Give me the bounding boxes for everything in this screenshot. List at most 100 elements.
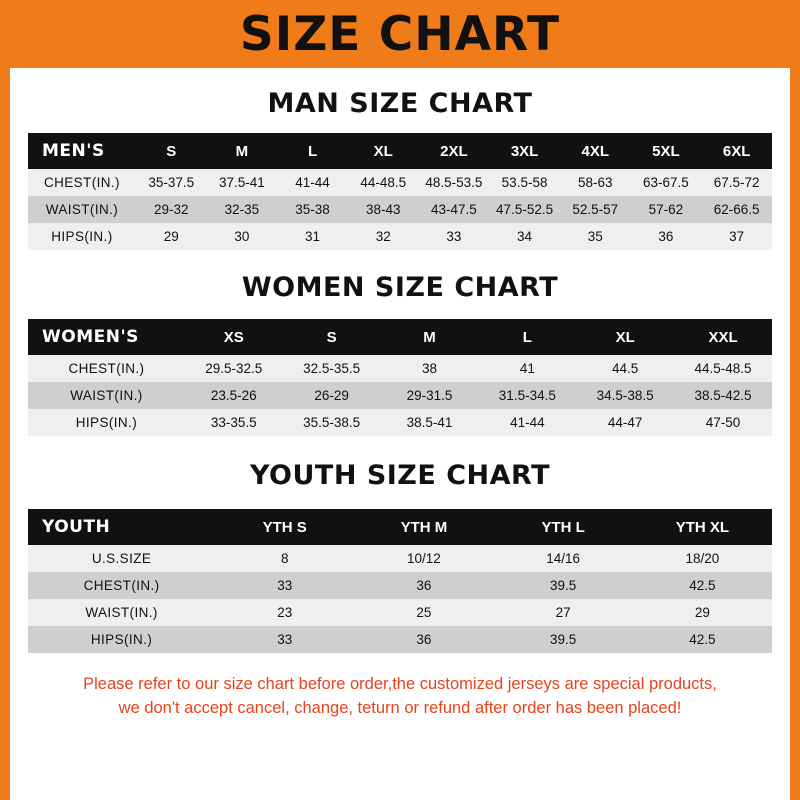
table-row: WAIST(IN.) 29-32 32-35 35-38 38-43 43-47… [28, 196, 772, 223]
cell: 58-63 [577, 175, 613, 190]
cell: 34 [517, 229, 533, 244]
table-header-row: YOUTH YTH S YTH M YTH L YTH XL [28, 509, 772, 545]
row-label: HIPS(IN.) [51, 229, 113, 244]
cell: 44.5 [612, 361, 639, 376]
cell: 36 [416, 632, 432, 647]
content-area: MAN SIZE CHART MEN'S S M L XL 2XL 3XL 4X… [10, 88, 790, 721]
row-label: CHEST(IN.) [83, 578, 160, 593]
cell: 29.5-32.5 [205, 361, 263, 376]
cell: 44.5-48.5 [694, 361, 752, 376]
table-row: CHEST(IN.) 35-37.5 37.5-41 41-44 44-48.5… [28, 169, 772, 196]
cell: 29-32 [153, 202, 189, 217]
table-row: CHEST(IN.) 33 36 39.5 42.5 [28, 572, 772, 599]
table-row: HIPS(IN.) 33-35.5 35.5-38.5 38.5-41 41-4… [28, 409, 772, 436]
cell: 53.5-58 [501, 175, 548, 190]
cell: 35 [587, 229, 603, 244]
disclaimer-line-2: we don't accept cancel, change, teturn o… [118, 698, 682, 717]
column-header: YTH M [400, 518, 448, 536]
column-header: 3XL [510, 142, 539, 160]
column-header: YOUTH [42, 517, 111, 537]
cell: 14/16 [546, 551, 581, 566]
column-header: M [423, 328, 436, 346]
disclaimer-note: Please refer to our size chart before or… [28, 673, 772, 721]
page-title: SIZE CHART [239, 6, 561, 62]
column-header: M [235, 142, 249, 160]
cell: 48.5-53.5 [425, 175, 483, 190]
cell: 26-29 [314, 388, 349, 403]
table-header-row: WOMEN'S XS S M L XL XXL [28, 319, 772, 355]
cell: 38-43 [365, 202, 401, 217]
cell: 38.5-41 [406, 415, 453, 430]
column-header: S [326, 328, 337, 346]
cell: 62-66.5 [713, 202, 760, 217]
column-header: 4XL [581, 142, 609, 160]
cell: 34.5-38.5 [596, 388, 654, 403]
column-header: XXL [708, 328, 738, 346]
cell: 18/20 [685, 551, 720, 566]
cell: 41-44 [295, 175, 330, 190]
cell: 44-48.5 [360, 175, 407, 190]
column-header: MEN'S [42, 141, 105, 161]
cell: 33 [446, 229, 462, 244]
cell: 38.5-42.5 [694, 388, 752, 403]
table-row: HIPS(IN.) 29 30 31 32 33 34 35 36 37 [28, 223, 772, 250]
disclaimer-line-1: Please refer to our size chart before or… [83, 675, 717, 693]
man-size-table: MEN'S S M L XL 2XL 3XL 4XL 5XL 6XL CHEST… [28, 133, 772, 250]
cell: 23 [277, 605, 293, 620]
cell: 44-47 [607, 415, 643, 430]
row-label: CHEST(IN.) [68, 361, 145, 376]
cell: 47.5-52.5 [496, 202, 554, 217]
column-header: XL [615, 328, 635, 346]
column-header: L [522, 328, 532, 346]
cell: 29 [694, 605, 710, 620]
cell: 35.5-38.5 [303, 415, 361, 430]
cell: 67.5-72 [713, 175, 760, 190]
column-header: 2XL [440, 142, 468, 160]
cell: 29-31.5 [406, 388, 453, 403]
cell: 36 [416, 578, 432, 593]
header-banner: SIZE CHART [0, 0, 800, 68]
cell: 41-44 [510, 415, 545, 430]
cell: 38 [421, 361, 437, 376]
cell: 52.5-57 [572, 202, 619, 217]
cell: 42.5 [689, 578, 716, 593]
youth-size-table: YOUTH YTH S YTH M YTH L YTH XL U.S.SIZE … [28, 509, 772, 653]
column-header: WOMEN'S [42, 327, 139, 347]
row-label: WAIST(IN.) [85, 605, 158, 620]
table-header-row: MEN'S S M L XL 2XL 3XL 4XL 5XL 6XL [28, 133, 772, 169]
cell: 57-62 [648, 202, 684, 217]
cell: 23.5-26 [210, 388, 257, 403]
cell: 27 [555, 605, 571, 620]
youth-section-title: YOUTH SIZE CHART [249, 460, 551, 491]
row-label: CHEST(IN.) [43, 175, 120, 190]
column-header: YTH L [541, 518, 585, 536]
cell: 31 [305, 229, 321, 244]
column-header: XL [373, 142, 393, 160]
row-label: U.S.SIZE [91, 551, 152, 566]
cell: 36 [658, 229, 674, 244]
table-row: WAIST(IN.) 23 25 27 29 [28, 599, 772, 626]
column-header: L [307, 142, 318, 160]
cell: 33 [277, 578, 293, 593]
table-row: HIPS(IN.) 33 36 39.5 42.5 [28, 626, 772, 653]
row-label: WAIST(IN.) [70, 388, 143, 403]
cell: 32 [375, 229, 391, 244]
cell: 63-67.5 [643, 175, 689, 190]
column-header: S [166, 142, 177, 160]
column-header: YTH XL [675, 518, 730, 536]
cell: 41 [519, 361, 535, 376]
cell: 8 [280, 551, 289, 566]
cell: 42.5 [689, 632, 716, 647]
cell: 31.5-34.5 [498, 388, 556, 403]
cell: 39.5 [549, 578, 577, 593]
cell: 37 [729, 229, 745, 244]
cell: 35-37.5 [148, 175, 195, 190]
cell: 32.5-35.5 [303, 361, 361, 376]
cell: 37.5-41 [218, 175, 265, 190]
women-section-title: WOMEN SIZE CHART [241, 272, 559, 303]
row-label: WAIST(IN.) [45, 202, 119, 217]
cell: 33-35.5 [210, 415, 257, 430]
column-header: XS [223, 328, 244, 346]
column-header: 5XL [652, 142, 680, 160]
